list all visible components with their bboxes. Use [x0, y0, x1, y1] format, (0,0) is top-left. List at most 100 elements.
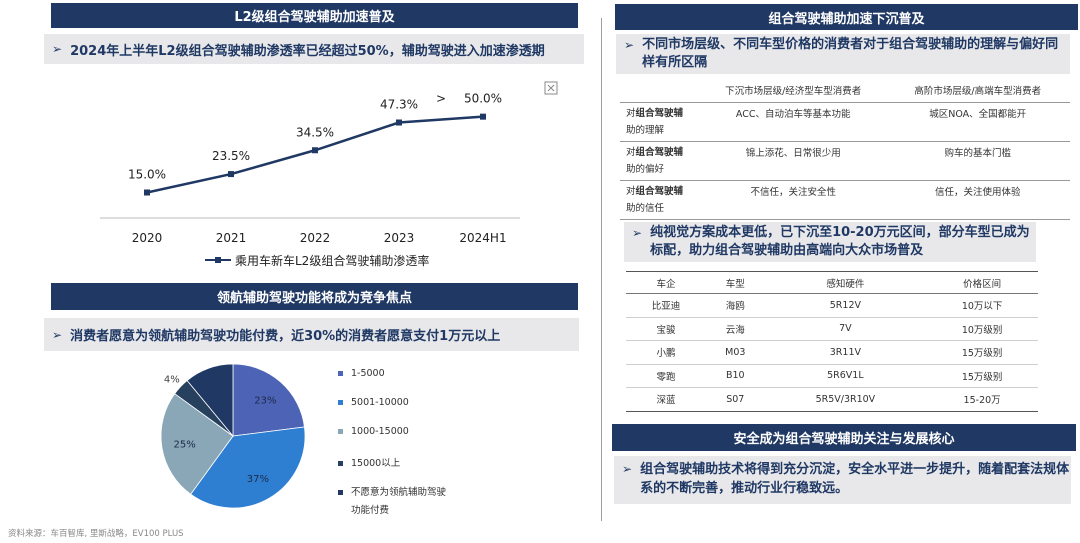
subheader-text: 纯视觉方案成本更低，已下沉至10-20万元区间，部分车型已成为标配，助力组合驾驶… [650, 225, 1030, 258]
subheader-text: 不同市场层级、不同车型价格的消费者对于组合驾驶辅助的理解与偏好同样有所区隔 [642, 37, 1059, 70]
table-row: 小鹏 M03 3R11V 15万级别 [626, 341, 1038, 364]
legend-swatch [338, 461, 343, 466]
table-cell: 城区NOA、全国都能开 [929, 108, 1027, 120]
table-row: 宝骏 云海 7V 10万级别 [626, 317, 1038, 341]
table-row: 零跑 B10 5R6V1L 15万级别 [626, 364, 1038, 388]
safety-section-header: 安全成为组合驾驶辅助关注与发展核心 [612, 424, 1076, 451]
legend-item: 1000-15000 [338, 426, 409, 437]
table-cell: ACC、自动泊车等基本功能 [735, 108, 851, 120]
table-cell: 15-20万 [963, 395, 1001, 407]
arrow-icon: ➢ [52, 327, 63, 342]
pie-slice [160, 393, 234, 495]
legend-label: 15000以上 [351, 458, 401, 469]
table-cell: 5R12V [829, 299, 861, 311]
data-label: 47.3% [380, 98, 418, 112]
table-cell: S07 [726, 393, 745, 405]
pie-slice [190, 426, 306, 509]
row-label: 对组合驾驶辅 助的理解 [626, 107, 684, 136]
table-cell: 3R11V [829, 346, 861, 358]
table-cell: 海鸥 [725, 301, 745, 313]
table-row: 对组合驾驶辅 助的偏好 锦上添花、日常很少用 购车的基本门槛 [620, 141, 1070, 180]
data-point [312, 147, 318, 154]
x-tick-label: 2020 [132, 231, 163, 245]
right-subheader-1: ➢ 不同市场层级、不同车型价格的消费者对于组合驾驶辅助的理解与偏好同样有所区隔 [616, 34, 1070, 74]
arrow-icon: ➢ [52, 42, 63, 56]
table-row: 比亚迪 海鸥 5R12V 10万以下 [626, 294, 1038, 317]
table-cell: 5R5V/3R10V [815, 393, 876, 405]
x-tick-label: 2023 [384, 231, 415, 245]
column-header: 车型 [725, 278, 745, 290]
section-title: 领航辅助驾驶功能将成为竞争焦点 [216, 291, 412, 306]
table-cell: 购车的基本门槛 [944, 147, 1011, 159]
right-section-header: 组合驾驶辅助加速下沉普及 [615, 4, 1078, 30]
table-cell: 比亚迪 [651, 301, 681, 313]
x-tick-label: 2024H1 [459, 231, 506, 245]
data-point [480, 113, 486, 120]
legend-label: 1000-15000 [351, 426, 409, 437]
data-label: 15.0% [128, 168, 166, 182]
legend-item: 不愿意为领航辅助驾驶功能付费 [338, 484, 451, 520]
pie-chart: 23% 37% 25% 4% [150, 360, 320, 520]
row-label: 对组合驾驶辅 助的信任 [626, 185, 684, 214]
line-chart-subheader: ➢ 2024年上半年L2级组合驾驶辅助渗透率已经超过50%，辅助驾驶进入加速渗透… [44, 34, 584, 64]
table-cell: 云海 [725, 324, 745, 336]
legend-line-marker-icon [205, 257, 231, 263]
legend-label: 5001-10000 [351, 397, 409, 408]
data-label: 34.5% [296, 125, 334, 139]
pie-data-label: 4% [164, 374, 180, 385]
data-point [144, 189, 150, 196]
data-point [396, 119, 402, 126]
line-chart-section-header: L2级组合驾驶辅助加速普及 [51, 3, 578, 28]
right-subheader-2: ➢ 纯视觉方案成本更低，已下沉至10-20万元区间，部分车型已成为标配，助力组合… [624, 222, 1036, 262]
line-chart-legend: 乘用车新车L2级组合驾驶辅助渗透率 [205, 252, 429, 268]
table-cell: 锦上添花、日常很少用 [745, 147, 841, 159]
column-header: 车企 [656, 278, 676, 290]
pie-section-header: 领航辅助驾驶功能将成为竞争焦点 [51, 283, 578, 310]
table-cell: 信任，关注使用体验 [934, 186, 1021, 198]
table-cell: 小鹏 [656, 348, 676, 360]
expand-icon[interactable] [544, 80, 558, 95]
arrow-icon: ➢ [632, 226, 643, 240]
legend-item: 5001-10000 [338, 397, 409, 408]
legend-swatch [338, 400, 343, 405]
safety-subheader: ➢ 组合驾驶辅助技术将得到充分沉淀，安全水平进一步提升，随着配套法规体系的不断完… [614, 456, 1071, 504]
pie-slice [232, 363, 305, 437]
table-row: 深蓝 S07 5R5V/3R10V 15-20万 [626, 388, 1038, 411]
table-row: 对组合驾驶辅 助的信任 不信任，关注安全性 信任，关注使用体验 [620, 180, 1070, 219]
data-label: 23.5% [212, 149, 250, 163]
table-cell: 宝骏 [656, 324, 676, 336]
x-tick-label: 2022 [300, 231, 331, 245]
pie-subheader: ➢ 消费者愿意为领航辅助驾驶功能付费，近30%的消费者愿意支付1万元以上 [44, 318, 579, 351]
subheader-text: 消费者愿意为领航辅助驾驶功能付费，近30%的消费者愿意支付1万元以上 [70, 329, 501, 344]
table-cell: 10万级别 [961, 324, 1003, 336]
table-cell: 7V [839, 323, 852, 335]
table-cell: 15万级别 [961, 348, 1003, 360]
legend-item: 1-5000 [338, 368, 385, 379]
pie-legend: 1-5000 5001-10000 1000-15000 15000以上不愿意为领航辅… [338, 368, 488, 518]
row-label: 对组合驾驶辅 助的偏好 [626, 146, 684, 175]
column-header: 下沉市场层级/经济型车型消费者 [725, 85, 862, 97]
data-point [228, 171, 234, 178]
column-header: 感知硬件 [826, 278, 865, 290]
legend-swatch [338, 429, 343, 434]
legend-swatch [338, 490, 343, 495]
pie-data-label: 25% [174, 440, 196, 451]
vehicle-model-table: 车企 车型 感知硬件 价格区间 比亚迪 海鸥 5R12V 10万以下 宝骏 云海 7V 10万级别小… [626, 271, 1038, 412]
table-cell: M03 [725, 346, 746, 358]
table-header-row: 车企 车型 感知硬件 价格区间 [626, 271, 1038, 294]
column-header: 价格区间 [963, 278, 1002, 290]
table-cell: 零跑 [656, 371, 676, 383]
data-label: 50.0% [464, 92, 502, 106]
x-tick-label: 2021 [216, 231, 247, 245]
table-row: 对组合驾驶辅 助的理解 ACC、自动泊车等基本功能 城区NOA、全国都能开 [620, 102, 1070, 141]
line-chart: 15.0% 2020 23.5% 2021 34.5% 2022 47.3% 2023 50.0… [100, 75, 550, 275]
section-title: 组合驾驶辅助加速下沉普及 [768, 11, 925, 27]
legend-swatch [338, 371, 343, 376]
source-note: 资料来源：车百智库, 里斯战略，EV100 PLUS [8, 529, 184, 539]
column-divider [601, 18, 602, 521]
greater-than-symbol: > [436, 92, 446, 106]
pie-data-label: 37% [247, 474, 269, 485]
consumer-comparison-table: 下沉市场层级/经济型车型消费者 高阶市场层级/高端车型消费者 对组合驾驶辅 助的理… [620, 78, 1070, 220]
legend-label: 1-5000 [351, 368, 385, 379]
table-cell: 不信任，关注安全性 [750, 186, 836, 198]
